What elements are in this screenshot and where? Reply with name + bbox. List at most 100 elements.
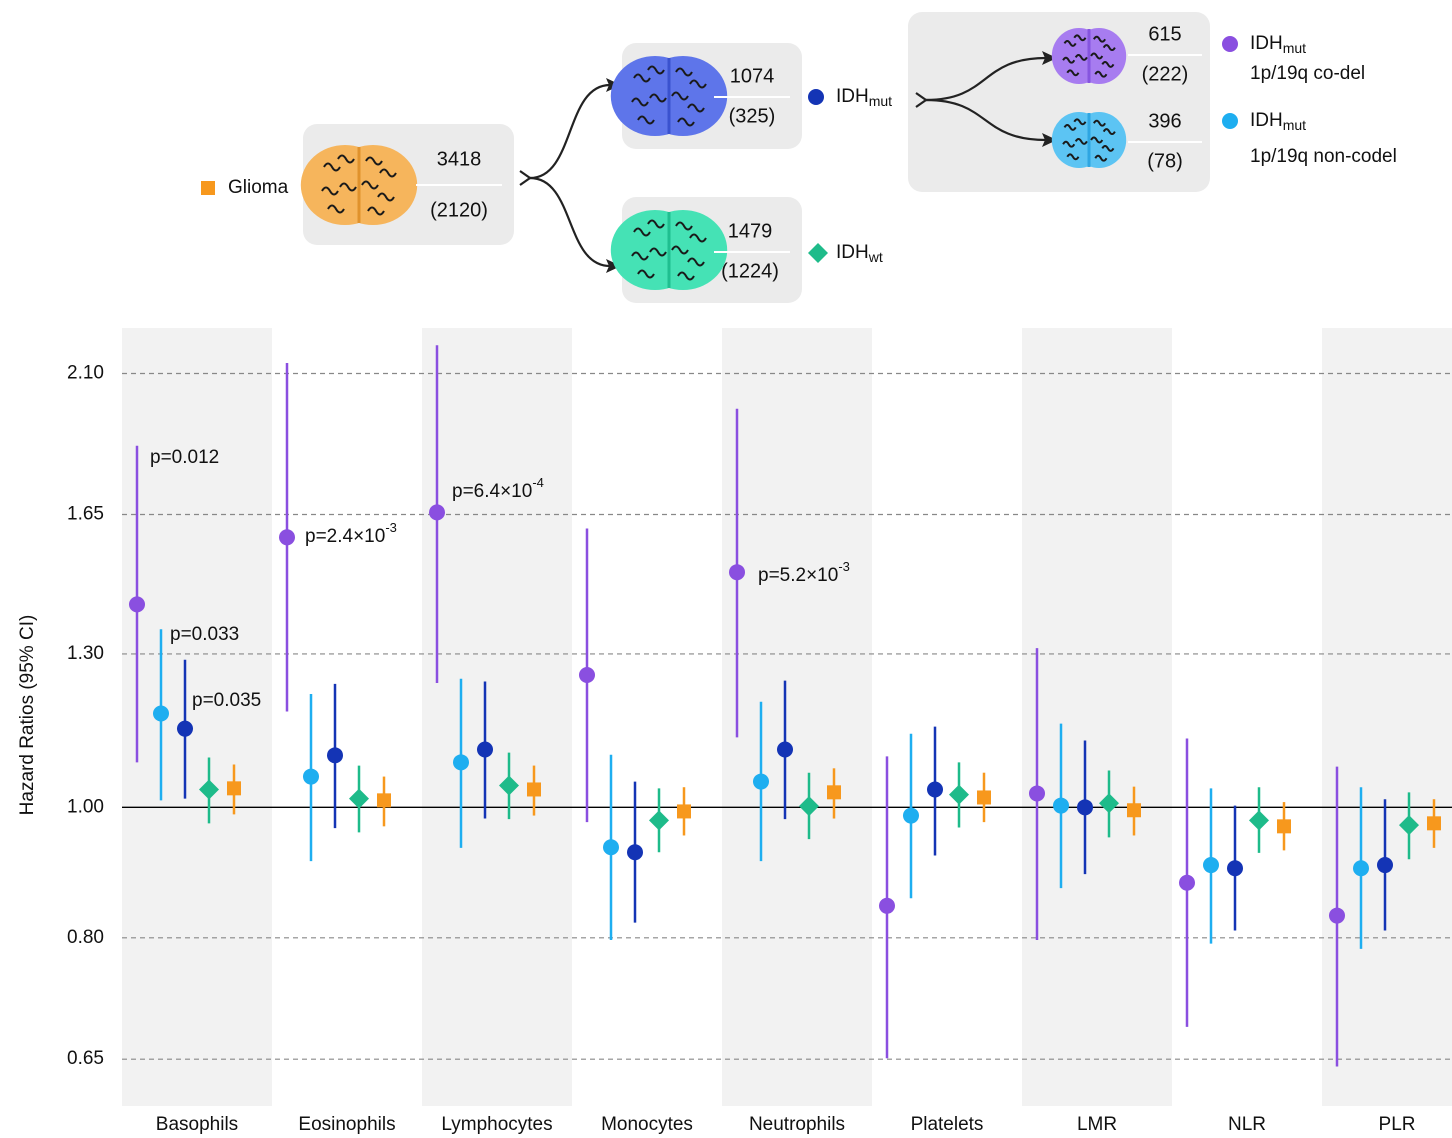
x-tick-label: Monocytes	[601, 1114, 693, 1135]
category-band	[422, 328, 572, 1106]
arrow	[529, 83, 611, 180]
legend-subscript: mut	[1283, 117, 1306, 133]
brain-icon	[1051, 28, 1127, 84]
marker	[927, 781, 943, 798]
marker	[429, 504, 445, 521]
brain-fold	[689, 233, 707, 243]
marker	[1329, 907, 1345, 924]
brain-fold	[1093, 119, 1106, 127]
p-value: p=5.2×10	[758, 565, 838, 586]
marker	[777, 741, 793, 758]
legend-label: IDHwt	[836, 242, 883, 265]
brain-fold	[1102, 128, 1116, 136]
marker	[799, 796, 819, 817]
marker	[1227, 860, 1243, 877]
legend-entry: IDHmut	[808, 86, 892, 109]
brain-fold	[1102, 44, 1116, 52]
brain-fold	[1073, 118, 1087, 126]
marker	[1127, 803, 1141, 818]
marker	[177, 720, 193, 737]
brain-fold	[367, 206, 385, 216]
brain-fold	[1090, 136, 1104, 144]
legend-name: Glioma	[228, 177, 289, 198]
marker	[1029, 785, 1045, 802]
brain-fold	[671, 245, 689, 255]
marker	[627, 844, 643, 861]
marker	[129, 596, 145, 613]
brain-half	[638, 56, 728, 136]
marker	[1179, 874, 1195, 891]
brain-fold	[633, 73, 651, 83]
legend-note: 1p/19q co-del	[1250, 63, 1365, 84]
category-band	[722, 328, 872, 1106]
marker	[949, 784, 969, 805]
p-value: p=0.035	[192, 690, 261, 711]
y-tick-label: 0.80	[67, 927, 104, 948]
marker	[199, 779, 219, 800]
brain-half	[1071, 112, 1127, 168]
p-value-label: p=2.4×10-3	[305, 520, 397, 547]
brain-fold	[1093, 35, 1106, 43]
brain-fold	[631, 97, 649, 107]
x-tick-label: Neutrophils	[749, 1114, 845, 1135]
node-events: (222)	[1142, 63, 1189, 85]
node-count: 1074	[730, 65, 775, 87]
p-value-exponent: -3	[385, 520, 397, 535]
marker	[879, 897, 895, 914]
brain-fold	[1094, 154, 1108, 162]
legend-name: IDH	[1250, 110, 1283, 131]
arrow	[925, 98, 1047, 142]
p-value-label: p=6.4×10-4	[452, 475, 544, 502]
p-value-label: p=5.2×10-3	[758, 559, 850, 586]
p-value: p=0.012	[150, 447, 219, 468]
brain-fold	[631, 251, 649, 261]
legend-subscript: wt	[868, 249, 883, 265]
brain-fold	[1090, 52, 1104, 60]
marker	[729, 564, 745, 581]
legend-marker	[201, 181, 215, 195]
brain-fold	[637, 115, 655, 125]
node-count: 615	[1148, 23, 1181, 45]
marker	[1203, 857, 1219, 874]
brain-fold	[379, 168, 397, 178]
brain-fold	[1063, 39, 1077, 47]
x-tick-label: Platelets	[911, 1114, 984, 1135]
brain-icon	[610, 56, 728, 136]
legend-name: IDH	[836, 86, 869, 107]
legend-label: IDHmut	[1250, 33, 1306, 56]
brain-fold	[675, 221, 693, 231]
y-tick-label: 1.30	[67, 643, 104, 664]
marker	[1427, 816, 1441, 831]
group-box	[908, 12, 1210, 192]
brain-fold	[365, 156, 383, 166]
brain-fold	[1094, 70, 1108, 78]
x-tick-label: PLR	[1379, 1114, 1416, 1135]
brain-fold	[327, 204, 345, 214]
brain-fold	[323, 162, 341, 172]
marker	[753, 773, 769, 790]
x-tick-label: Basophils	[156, 1114, 238, 1135]
marker	[477, 741, 493, 758]
brain-half	[638, 210, 728, 290]
node-events: (325)	[729, 105, 776, 127]
marker	[377, 793, 391, 808]
category-band	[1322, 328, 1452, 1106]
legend-entry: IDHmut 1p/19q non-codel	[1222, 110, 1397, 167]
brain-icon	[1051, 112, 1127, 168]
brain-half	[328, 145, 418, 225]
arrow	[529, 176, 611, 268]
marker	[903, 807, 919, 824]
brain-fold	[337, 154, 355, 164]
brain-icon	[610, 210, 728, 290]
legend-name: IDH	[1250, 33, 1283, 54]
x-tick-label: Lymphocytes	[441, 1114, 552, 1135]
brain-fold	[687, 257, 705, 267]
brain-fold	[647, 65, 665, 75]
marker	[453, 754, 469, 771]
marker	[827, 785, 841, 800]
marker	[1399, 815, 1419, 836]
brain-fold	[633, 227, 651, 237]
p-value: p=0.033	[170, 624, 239, 645]
marker	[1249, 810, 1269, 831]
